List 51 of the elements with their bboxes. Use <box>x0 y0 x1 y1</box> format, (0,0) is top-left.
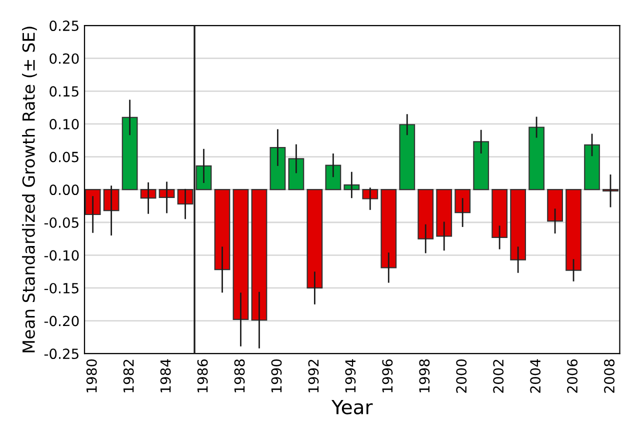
bar <box>251 189 268 321</box>
x-tick-label: 2004 <box>530 359 541 393</box>
y-axis-title: Mean Standardized Growth Rate (± SE) <box>22 26 37 352</box>
x-tick-label: 2002 <box>493 360 504 393</box>
bar <box>584 144 600 190</box>
y-tick-label: 0.25 <box>50 20 78 32</box>
bar <box>510 189 526 260</box>
bar <box>473 141 490 190</box>
bar <box>232 189 249 320</box>
y-tick-label: 0.20 <box>50 53 79 64</box>
x-tick-label: 1984 <box>160 359 171 392</box>
bar <box>214 189 230 270</box>
x-tick-label: 1982 <box>123 360 134 392</box>
x-tick-label: 1994 <box>345 359 356 392</box>
bar <box>122 116 138 190</box>
x-tick-label: 1992 <box>308 360 319 392</box>
x-tick-label: 2000 <box>456 359 467 393</box>
y-tick-label: -0.05 <box>44 217 78 228</box>
x-tick-label: 1986 <box>197 359 208 392</box>
x-tick-label: 1988 <box>234 359 245 392</box>
y-tick-label: -0.25 <box>44 348 78 360</box>
bar <box>306 189 323 289</box>
y-tick-label: -0.15 <box>44 282 78 294</box>
y-tick-label: -0.20 <box>44 316 79 326</box>
y-tick-label: 0.10 <box>50 118 79 130</box>
bar <box>270 147 286 190</box>
bar <box>418 189 434 240</box>
x-tick-label: 2006 <box>567 359 578 393</box>
bar <box>380 189 397 268</box>
y-tick-label: 0.00 <box>50 184 79 196</box>
bar <box>566 189 582 271</box>
y-tick-label: -0.10 <box>44 250 79 261</box>
x-tick-label: 2008 <box>604 359 615 393</box>
bar <box>84 189 101 216</box>
bar <box>492 189 508 238</box>
y-tick-label: 0.15 <box>50 86 78 97</box>
bar <box>103 189 120 212</box>
y-tick-label: 0.05 <box>50 152 78 162</box>
bar <box>399 124 416 190</box>
bar <box>528 126 544 190</box>
bar <box>325 164 342 190</box>
bar <box>288 158 304 190</box>
x-tick-label: 1980 <box>86 359 97 392</box>
bar <box>454 189 471 214</box>
bar <box>547 189 563 222</box>
x-axis-title: Year <box>332 400 373 414</box>
bar <box>436 189 452 237</box>
x-tick-label: 1990 <box>271 359 282 392</box>
x-tick-label: 1998 <box>419 359 430 392</box>
bar <box>196 165 212 190</box>
x-tick-label: 1996 <box>382 359 393 392</box>
